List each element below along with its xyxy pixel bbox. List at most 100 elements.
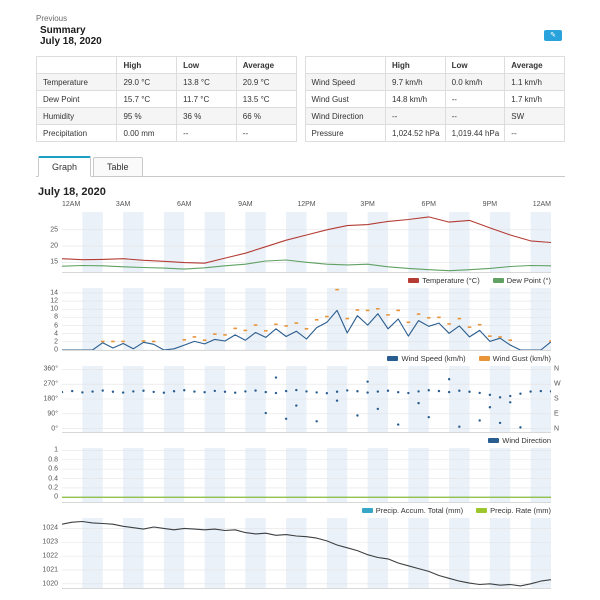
data-point <box>325 315 329 318</box>
edit-summary-button[interactable]: ✎ <box>544 30 562 41</box>
x-tick-label: 9AM <box>238 201 253 208</box>
data-point <box>151 340 156 343</box>
data-point <box>284 417 288 420</box>
data-point <box>488 393 492 397</box>
data-point <box>498 396 502 399</box>
tab-graph[interactable]: Graph <box>38 156 92 177</box>
legend-swatch-icon <box>361 507 373 513</box>
data-point <box>121 391 125 394</box>
data-point <box>213 389 217 393</box>
data-point <box>509 401 512 404</box>
previous-link[interactable]: Previous <box>36 14 68 23</box>
data-point <box>304 327 309 330</box>
data-point <box>417 401 420 405</box>
data-point <box>356 390 359 393</box>
data-point <box>91 390 94 393</box>
data-point <box>498 336 502 338</box>
right-axis-wind <box>551 288 565 351</box>
plot-area-precipitation[interactable] <box>62 448 551 503</box>
data-point <box>213 333 217 335</box>
y-tick-label: 1 <box>54 446 58 454</box>
data-point <box>274 376 278 379</box>
x-tick-label: 12AM <box>532 201 551 208</box>
legend-label: Wind Gust (km/h) <box>492 353 551 363</box>
legend-item: Precip. Accum. Total (mm) <box>361 506 463 515</box>
data-point <box>467 326 472 328</box>
legend-item: Precip. Rate (mm) <box>476 506 551 515</box>
plot-area-wind-direction[interactable] <box>62 366 551 433</box>
data-point <box>254 389 257 392</box>
legend-precipitation: Precip. Accum. Total (mm) Precip. Rate (m… <box>36 503 565 518</box>
compass-label: N <box>554 365 560 373</box>
table-cell: 14.8 km/h <box>384 90 446 108</box>
data-point <box>356 414 359 417</box>
row-label: Wind Speed <box>304 73 386 91</box>
conditions-summary-table: High Low Average Temperature 29.0 °C 13.8 °C 2… <box>35 56 297 142</box>
data-point <box>346 389 349 392</box>
pencil-icon: ✎ <box>550 32 556 39</box>
data-point <box>376 308 380 310</box>
y-tick-label: 6 <box>54 322 58 330</box>
data-point <box>386 314 390 316</box>
table-cell: -- <box>384 107 446 125</box>
data-point <box>447 390 451 394</box>
legend-label: Dew Point (°) <box>506 275 551 285</box>
plot-area-temperature-dewpoint[interactable] <box>62 212 551 273</box>
data-point <box>396 309 400 312</box>
table-row: Wind Direction -- -- SW <box>304 107 565 125</box>
tab-table[interactable]: Table <box>93 157 143 177</box>
data-point <box>325 392 329 395</box>
data-point <box>100 340 105 343</box>
y-axis-temperature-dewpoint: 15 20 25 <box>36 212 62 273</box>
compass-label: S <box>554 395 559 403</box>
y-tick-label: 2 <box>54 338 58 346</box>
y-tick-label: 0.2 <box>48 484 58 492</box>
data-point <box>416 313 421 315</box>
data-point <box>366 380 369 383</box>
time-axis: 12AM 3AM 6AM 9AM 12PM 3PM 6PM 9PM 12AM <box>36 201 565 212</box>
data-point <box>396 423 400 426</box>
data-point <box>447 323 451 325</box>
page-date: July 18, 2020 <box>40 36 102 47</box>
data-point <box>182 339 187 341</box>
data-point <box>152 390 155 394</box>
series-line <box>62 520 551 587</box>
data-point <box>549 390 551 393</box>
table-cell: 9.7 km/h <box>384 73 446 91</box>
data-point <box>315 391 318 394</box>
data-point <box>335 399 339 402</box>
data-point <box>427 389 430 392</box>
data-point <box>274 391 278 395</box>
table-cell: 66 % <box>235 107 297 125</box>
plot-area-wind[interactable] <box>62 288 551 351</box>
table-row: Dew Point 15.7 °C 11.7 °C 13.5 °C <box>35 90 297 108</box>
table-cell: 36 % <box>176 107 237 125</box>
legend-swatch-icon <box>478 355 490 361</box>
plot-area-pressure[interactable] <box>62 518 551 589</box>
legend-item: Temperature (°C) <box>408 276 480 285</box>
compass-label: W <box>554 380 561 388</box>
table-cell: 1,024.52 hPa <box>384 124 446 142</box>
legend-swatch-icon <box>492 277 504 283</box>
data-point <box>314 319 319 321</box>
legend-swatch-icon <box>476 507 488 513</box>
data-point <box>223 390 227 393</box>
y-tick-label: 0° <box>51 425 58 433</box>
x-tick-label: 6PM <box>421 201 436 208</box>
chart-wind: 0 2 4 6 8 10 12 14 <box>36 288 565 354</box>
data-point <box>295 388 298 392</box>
data-point <box>193 390 196 393</box>
data-point <box>477 323 482 326</box>
data-point <box>192 336 197 338</box>
series-line <box>62 259 551 272</box>
table-cell: 1.1 km/h <box>504 73 565 91</box>
data-point <box>132 390 135 393</box>
data-point <box>294 322 299 324</box>
x-tick-label: 12AM <box>62 201 81 208</box>
y-axis-wind: 0 2 4 6 8 10 12 14 <box>36 288 62 353</box>
y-tick-label: 90° <box>47 410 58 418</box>
data-point <box>365 309 370 312</box>
data-point <box>406 321 411 324</box>
compass-label: N <box>554 425 560 433</box>
column-header: Average <box>504 56 565 74</box>
